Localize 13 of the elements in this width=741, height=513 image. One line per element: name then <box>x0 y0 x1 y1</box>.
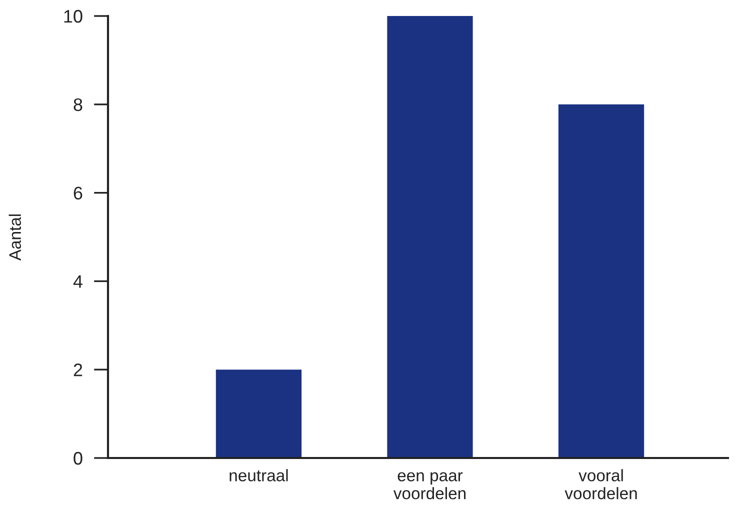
x-tick-label: vooral voordelen <box>564 469 637 500</box>
y-tick-label: 6 <box>74 186 82 200</box>
y-tick-label: 4 <box>73 275 82 288</box>
y-tick-label: 8 <box>74 98 82 112</box>
x-tick-label: een paar voordelen <box>393 472 466 500</box>
x-tick-label: neutraal <box>230 469 288 482</box>
bar <box>387 16 473 458</box>
bar <box>558 104 644 458</box>
y-tick-label: 10 <box>64 10 82 23</box>
y-axis-title: Aantal <box>8 214 22 261</box>
y-tick-label: 0 <box>74 452 82 465</box>
bar <box>216 370 302 458</box>
y-tick-label: 2 <box>74 364 82 376</box>
